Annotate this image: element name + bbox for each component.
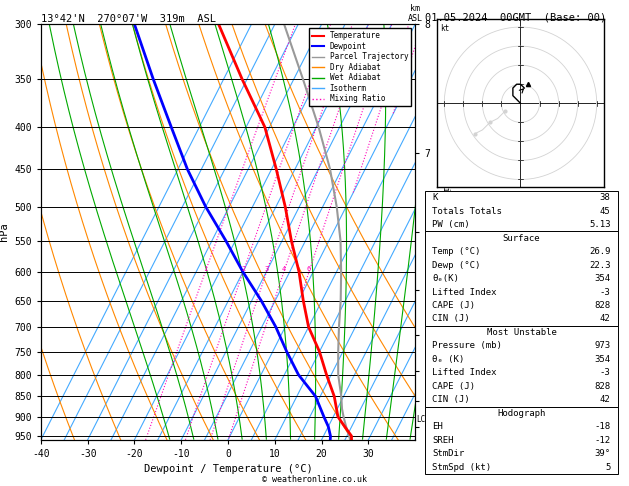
Text: kt: kt xyxy=(440,24,450,33)
Text: CAPE (J): CAPE (J) xyxy=(432,301,476,310)
Bar xyxy=(425,191,618,231)
Y-axis label: Mixing Ratio (g/kg): Mixing Ratio (g/kg) xyxy=(441,181,450,283)
Text: K: K xyxy=(432,193,438,202)
Text: 4: 4 xyxy=(282,266,286,272)
Text: km
ASL: km ASL xyxy=(408,4,423,23)
Text: 973: 973 xyxy=(594,341,611,350)
Text: 39°: 39° xyxy=(594,449,611,458)
Text: Most Unstable: Most Unstable xyxy=(486,328,557,337)
Text: Surface: Surface xyxy=(503,234,540,243)
Text: StmSpd (kt): StmSpd (kt) xyxy=(432,463,491,471)
Text: 2: 2 xyxy=(241,266,245,272)
Text: 354: 354 xyxy=(594,274,611,283)
Text: Hodograph: Hodograph xyxy=(498,409,545,418)
Text: 38: 38 xyxy=(600,193,611,202)
Text: 13°42'N  270°07'W  319m  ASL: 13°42'N 270°07'W 319m ASL xyxy=(41,14,216,23)
Text: θₑ (K): θₑ (K) xyxy=(432,355,465,364)
X-axis label: Dewpoint / Temperature (°C): Dewpoint / Temperature (°C) xyxy=(143,465,313,474)
Bar xyxy=(425,231,618,326)
Text: -18: -18 xyxy=(594,422,611,431)
Text: 1: 1 xyxy=(203,266,208,272)
Text: 45: 45 xyxy=(600,207,611,216)
Text: PW (cm): PW (cm) xyxy=(432,220,470,229)
Text: -12: -12 xyxy=(594,435,611,445)
Text: Pressure (mb): Pressure (mb) xyxy=(432,341,502,350)
Text: CIN (J): CIN (J) xyxy=(432,395,470,404)
Text: Dewp (°C): Dewp (°C) xyxy=(432,260,481,270)
Text: 01.05.2024  00GMT  (Base: 00): 01.05.2024 00GMT (Base: 00) xyxy=(425,12,606,22)
Bar xyxy=(425,406,618,474)
Text: EH: EH xyxy=(432,422,443,431)
Text: 42: 42 xyxy=(600,395,611,404)
Text: 828: 828 xyxy=(594,301,611,310)
Text: Lifted Index: Lifted Index xyxy=(432,288,497,296)
Text: 26.9: 26.9 xyxy=(589,247,611,256)
Text: Temp (°C): Temp (°C) xyxy=(432,247,481,256)
Text: LCL: LCL xyxy=(416,415,430,424)
Text: Lifted Index: Lifted Index xyxy=(432,368,497,377)
Text: © weatheronline.co.uk: © weatheronline.co.uk xyxy=(262,474,367,484)
Text: StmDir: StmDir xyxy=(432,449,465,458)
Text: 5: 5 xyxy=(605,463,611,471)
Text: 5.13: 5.13 xyxy=(589,220,611,229)
Text: CIN (J): CIN (J) xyxy=(432,314,470,324)
Text: 3: 3 xyxy=(264,266,269,272)
Y-axis label: hPa: hPa xyxy=(0,223,9,242)
Text: 828: 828 xyxy=(594,382,611,391)
Text: θₑ(K): θₑ(K) xyxy=(432,274,459,283)
Text: -3: -3 xyxy=(600,288,611,296)
Text: 6: 6 xyxy=(307,266,311,272)
Text: -3: -3 xyxy=(600,368,611,377)
Text: SREH: SREH xyxy=(432,435,454,445)
Text: CAPE (J): CAPE (J) xyxy=(432,382,476,391)
Text: 22.3: 22.3 xyxy=(589,260,611,270)
Text: 42: 42 xyxy=(600,314,611,324)
Text: Totals Totals: Totals Totals xyxy=(432,207,502,216)
Text: 354: 354 xyxy=(594,355,611,364)
Bar xyxy=(425,326,618,406)
Legend: Temperature, Dewpoint, Parcel Trajectory, Dry Adiabat, Wet Adiabat, Isotherm, Mi: Temperature, Dewpoint, Parcel Trajectory… xyxy=(309,28,411,106)
